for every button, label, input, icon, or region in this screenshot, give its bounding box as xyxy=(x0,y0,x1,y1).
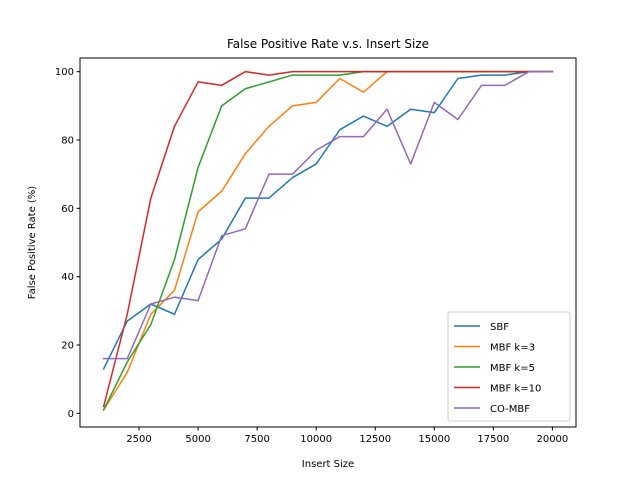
y-tick-label: 40 xyxy=(61,272,74,283)
series-line-4 xyxy=(102,70,554,360)
y-axis-label: False Positive Rate (%) xyxy=(27,186,38,300)
chart-title: False Positive Rate v.s. Insert Size xyxy=(227,37,429,51)
x-tick-label: 15000 xyxy=(418,434,450,445)
legend-box xyxy=(447,311,571,422)
x-tick-label: 17500 xyxy=(477,434,509,445)
x-tick-label: 20000 xyxy=(536,434,568,445)
x-tick-label: 2500 xyxy=(126,434,151,445)
y-tick-label: 20 xyxy=(61,341,74,352)
series-line-0 xyxy=(102,70,554,370)
legend-label: CO-MBF xyxy=(490,404,530,415)
x-axis: 2500 5000 7500 10000 12500 15000 17500 20000 xyxy=(126,427,568,445)
plot-area xyxy=(102,70,554,411)
axes-frame xyxy=(79,57,577,428)
y-tick-label: 0 xyxy=(68,409,74,420)
legend-label: MBF k=3 xyxy=(490,342,535,353)
x-axis-label: Insert Size xyxy=(302,459,354,470)
legend-label: MBF k=10 xyxy=(490,383,541,394)
x-tick-label: 12500 xyxy=(359,434,391,445)
y-tick-label: 60 xyxy=(61,204,74,215)
x-tick-label: 7500 xyxy=(244,434,269,445)
legend: SBF MBF k=3 MBF k=5 MBF k=10 CO-MBF xyxy=(447,311,571,422)
x-tick-label: 5000 xyxy=(185,434,210,445)
legend-label: MBF k=5 xyxy=(490,363,535,374)
x-tick-label: 10000 xyxy=(300,434,332,445)
legend-label: SBF xyxy=(490,322,509,333)
y-tick-label: 100 xyxy=(55,67,74,78)
y-tick-label: 80 xyxy=(61,136,74,147)
series-line-3 xyxy=(102,70,554,408)
y-axis: 0 20 40 60 80 100 xyxy=(55,67,80,420)
